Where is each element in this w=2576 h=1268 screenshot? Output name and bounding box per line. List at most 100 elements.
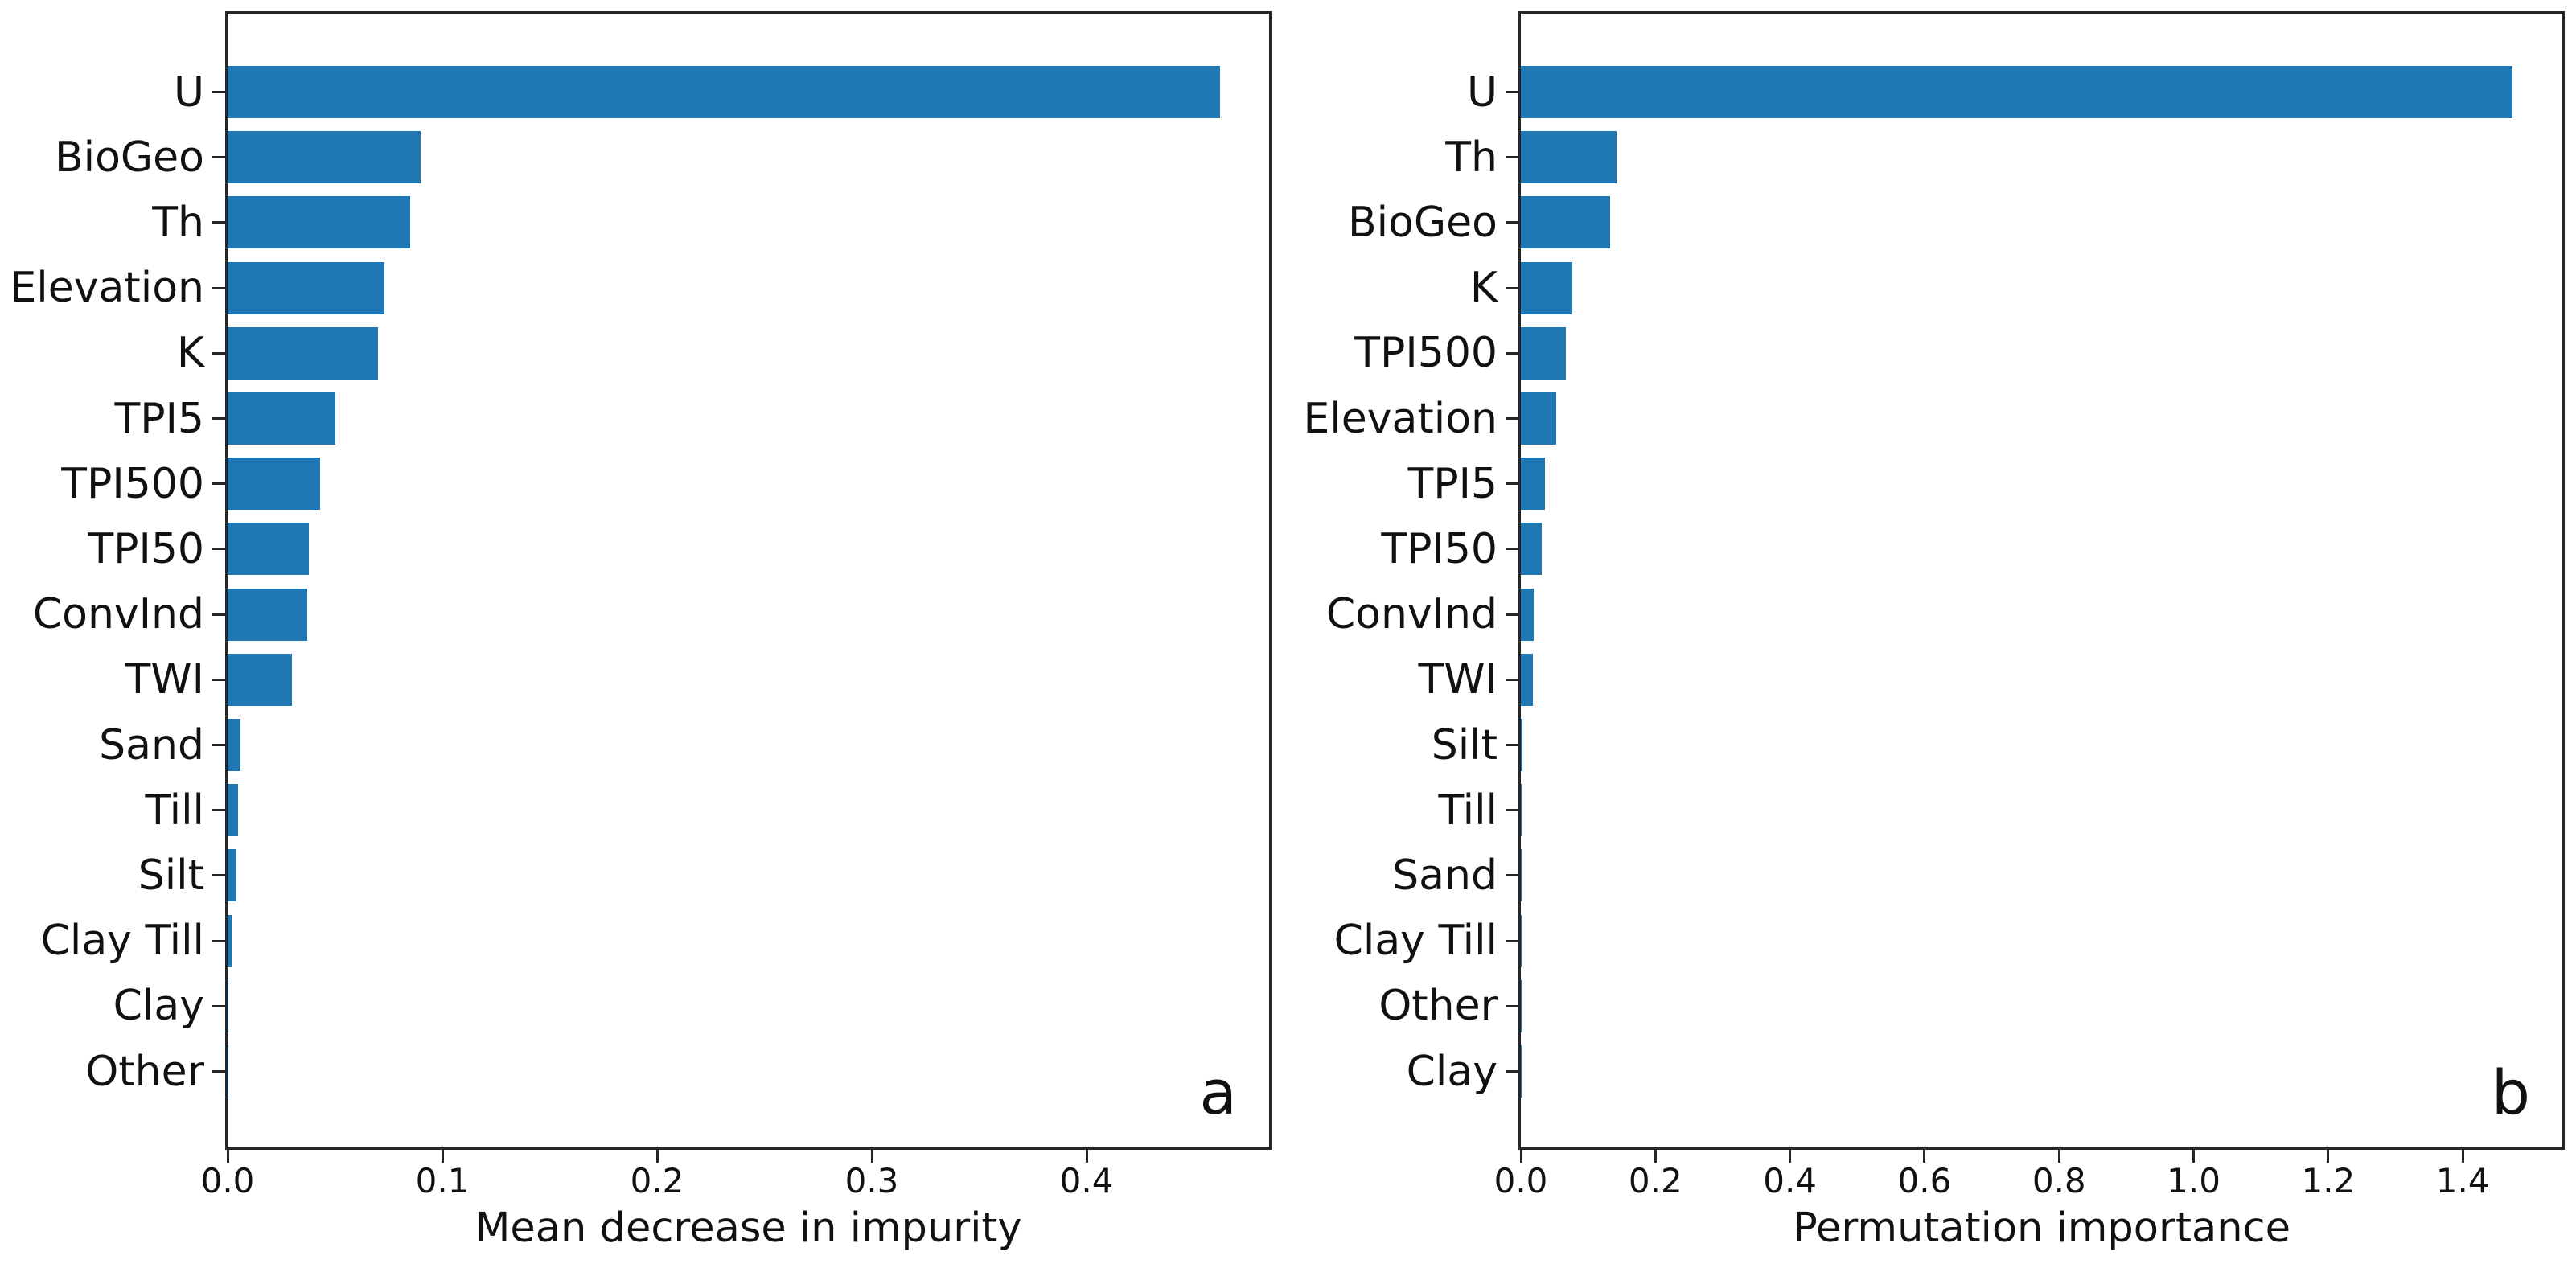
y-tick: [212, 809, 225, 812]
y-tick: [212, 482, 225, 486]
bar-clay-till: [228, 914, 232, 967]
y-tick: [212, 417, 225, 420]
panel-a: a U BioGeo Th Elevation K TPI5 TPI500 TPI50 Conv…: [10, 11, 1272, 1251]
x-axis-title-b: Permutation importance: [1793, 1204, 2290, 1252]
x-tick: [226, 1150, 229, 1163]
y-tick: [212, 351, 225, 355]
x-tick: [1085, 1150, 1088, 1163]
bar-tpi5: [228, 392, 335, 445]
bar-k: [228, 326, 378, 380]
y-tick: [1506, 939, 1518, 942]
x-tick-label: 1.2: [2301, 1161, 2356, 1200]
x-tick: [2327, 1150, 2330, 1163]
x-tick-label: 0.4: [1763, 1161, 1818, 1200]
y-tick-label: Sand: [1392, 851, 1498, 900]
y-tick: [212, 286, 225, 289]
y-tick-label: Elevation: [10, 264, 204, 313]
y-tick-label: Th: [1445, 133, 1498, 182]
bar-sand: [1521, 849, 1522, 902]
y-tick: [1506, 286, 1518, 289]
bar-till: [1521, 784, 1522, 837]
y-tick-label: Th: [152, 198, 204, 247]
y-tick: [1506, 482, 1518, 486]
y-tick-label: ConvInd: [1325, 590, 1498, 639]
y-tick: [212, 1004, 225, 1007]
y-tick-label: Clay Till: [40, 917, 204, 966]
y-tick: [1506, 613, 1518, 616]
y-tick: [1506, 874, 1518, 877]
y-tick-label: TPI500: [61, 459, 204, 508]
x-tick: [441, 1150, 444, 1163]
bar-u: [228, 66, 1220, 118]
x-tick: [1654, 1150, 1657, 1163]
y-tick-label: Clay Till: [1333, 917, 1498, 966]
x-tick-label: 0.1: [415, 1161, 470, 1200]
x-tick: [1923, 1150, 1926, 1163]
y-tick: [212, 744, 225, 746]
bar-till: [228, 784, 239, 837]
y-tick-label: TWI: [1418, 655, 1498, 704]
y-tick-label: Silt: [138, 851, 204, 900]
x-tick-label: 1.4: [2435, 1161, 2490, 1200]
y-tick: [212, 939, 225, 942]
y-tick-label: Clay: [1406, 1047, 1498, 1096]
bar-biogeo: [228, 131, 421, 184]
y-tick-label: TWI: [125, 655, 204, 704]
x-tick-label: 0.2: [1628, 1161, 1682, 1200]
x-tick-label: 0.3: [844, 1161, 899, 1200]
y-tick: [1506, 156, 1518, 159]
bar-elevation: [228, 261, 384, 314]
y-tick-label: Clay: [113, 982, 204, 1031]
x-tick-label: 0.4: [1059, 1161, 1114, 1200]
y-tick: [1506, 1070, 1518, 1073]
x-tick: [2461, 1150, 2464, 1163]
y-tick-label: BioGeo: [54, 133, 204, 182]
x-tick: [1789, 1150, 1792, 1163]
y-tick-label: Sand: [99, 720, 204, 769]
bar-twi: [228, 653, 293, 706]
bar-silt: [1521, 719, 1522, 771]
y-tick: [212, 1070, 225, 1073]
x-tick: [2057, 1150, 2060, 1163]
x-tick: [1519, 1150, 1522, 1163]
bar-th: [228, 196, 410, 249]
bar-tpi50: [228, 523, 310, 576]
y-tick-label: K: [1469, 264, 1498, 313]
bar-silt: [228, 849, 236, 902]
x-axis-title-a: Mean decrease in impurity: [475, 1204, 1022, 1252]
y-tick-label: BioGeo: [1347, 198, 1498, 247]
y-tick: [212, 678, 225, 681]
x-tick-label: 1.0: [2167, 1161, 2221, 1200]
x-tick-label: 0.2: [630, 1161, 684, 1200]
y-tick-label: Silt: [1431, 720, 1498, 769]
y-tick-label: Other: [85, 1047, 204, 1096]
x-tick: [2192, 1150, 2196, 1163]
bar-u: [1521, 66, 2513, 118]
plot-area-b: b U Th BioGeo K TPI500 Elevation TPI5 TPI50 Conv…: [1303, 11, 2565, 1198]
x-tick-label: 0.6: [1897, 1161, 1952, 1200]
bar-k: [1521, 261, 1573, 314]
panel-letter-b: b: [2491, 1057, 2530, 1128]
y-tick: [1506, 351, 1518, 355]
y-tick-label: TPI5: [114, 394, 204, 443]
y-tick-label: TPI500: [1354, 329, 1498, 378]
y-tick-label: TPI50: [1381, 524, 1498, 573]
bar-tpi500: [1521, 326, 1567, 380]
y-tick-label: U: [1466, 68, 1498, 117]
bar-convind: [228, 588, 307, 641]
plot-area-a: a U BioGeo Th Elevation K TPI5 TPI500 TPI50 Conv…: [10, 11, 1272, 1198]
bar-tpi500: [228, 458, 320, 511]
y-tick-label: TPI50: [88, 524, 204, 573]
bar-tpi50: [1521, 523, 1542, 576]
y-tick: [1506, 809, 1518, 812]
panel-letter-a: a: [1199, 1057, 1237, 1128]
x-tick-label: 0.0: [200, 1161, 255, 1200]
y-tick: [212, 221, 225, 224]
y-tick: [1506, 678, 1518, 681]
y-tick-label: TPI5: [1407, 459, 1498, 508]
x-tick: [870, 1150, 873, 1163]
bar-tpi5: [1521, 458, 1546, 511]
bar-sand: [228, 719, 241, 771]
bar-twi: [1521, 653, 1534, 706]
y-tick-label: U: [173, 68, 204, 117]
